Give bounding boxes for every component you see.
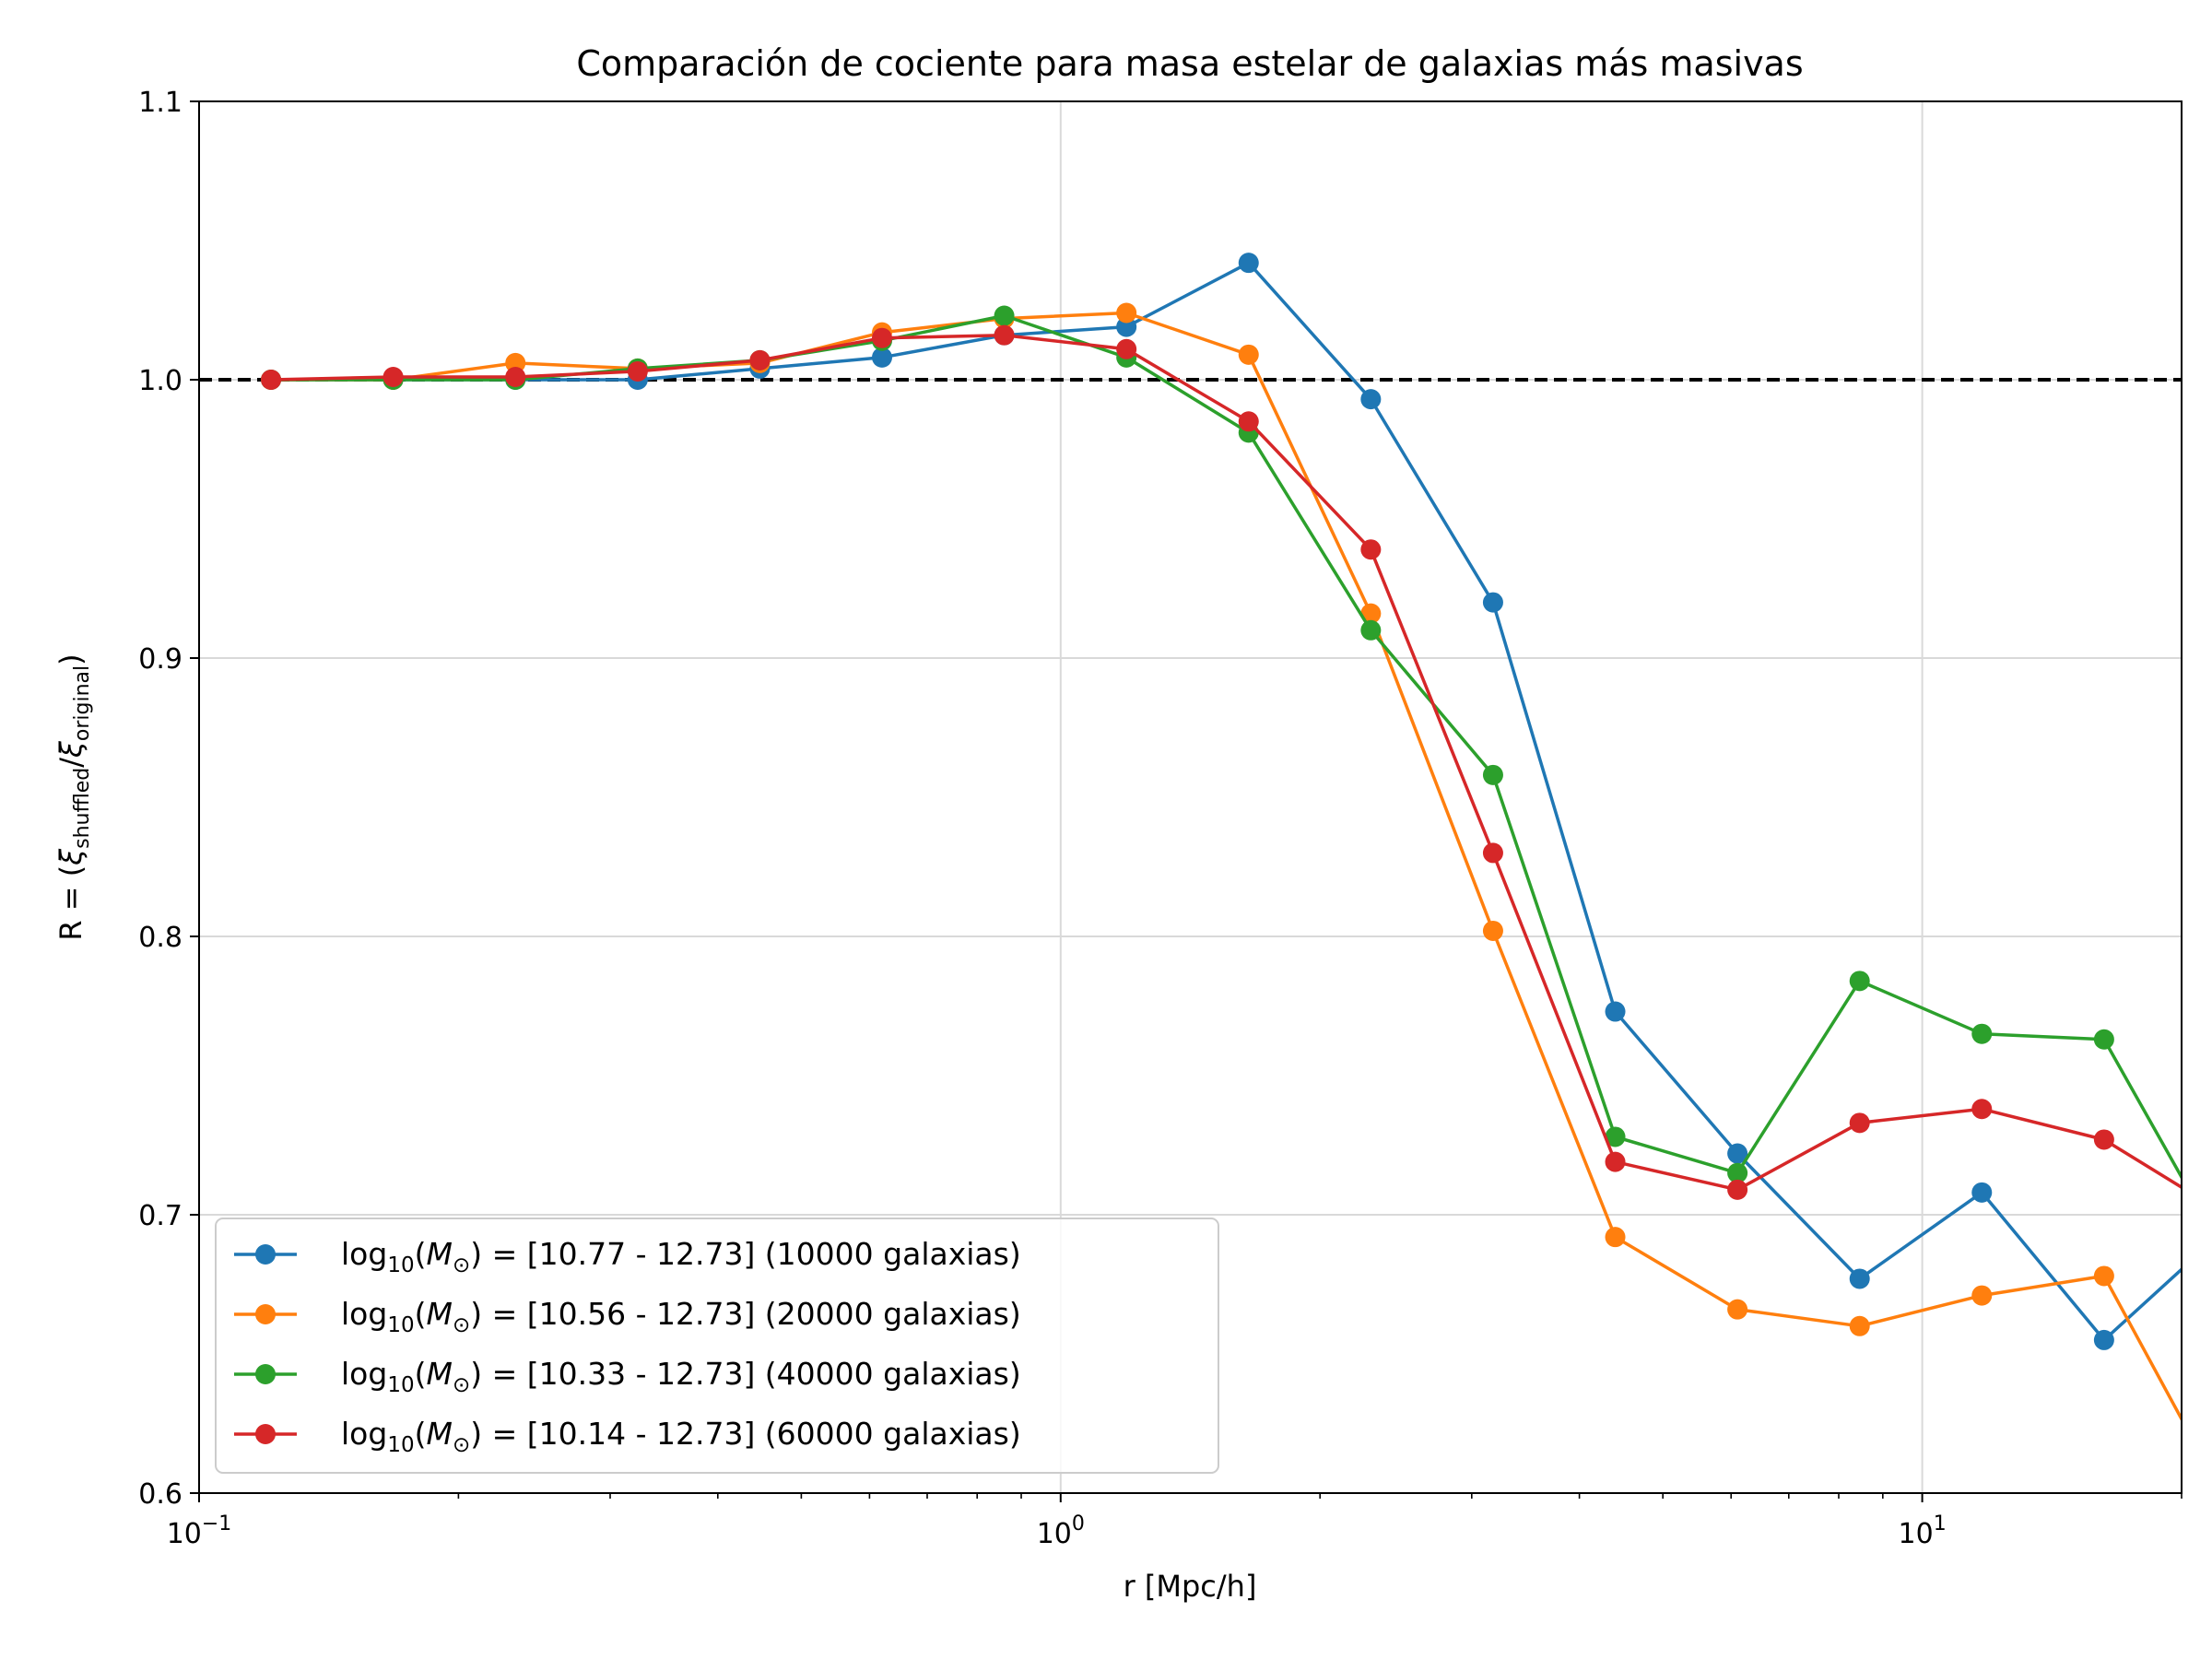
legend-swatch-marker (255, 1304, 276, 1324)
x-axis-label: r [Mpc/h] (1124, 1569, 1257, 1604)
data-point (1482, 920, 1503, 941)
data-point (382, 366, 404, 387)
data-point (1849, 971, 1870, 992)
chart-title: Comparación de cociente para masa estela… (576, 43, 1803, 84)
data-point (1360, 539, 1382, 560)
y-axis-label: R = (ξshuffled/ξoriginal) (53, 653, 94, 940)
legend-item: log10(M⊙) = [10.33 - 12.73] (40000 galax… (234, 1356, 1021, 1397)
legend-label: log10(M⊙) = [10.56 - 12.73] (20000 galax… (341, 1296, 1021, 1337)
y-label-slash: / (53, 758, 88, 768)
data-point (2093, 1129, 2114, 1150)
y-label-sub1: shuffled (71, 768, 94, 849)
data-point (261, 370, 282, 390)
x-tick-label: 100 (1037, 1512, 1085, 1550)
y-tick-label: 0.8 (138, 922, 182, 954)
data-point (1482, 842, 1503, 864)
y-label-sub2: original (71, 665, 94, 741)
data-point (871, 347, 892, 368)
data-point (627, 360, 648, 382)
x-tick-label: 10−1 (167, 1512, 232, 1550)
axes (198, 100, 2183, 1494)
y-tick-label: 0.6 (138, 1478, 182, 1511)
legend-item: log10(M⊙) = [10.14 - 12.73] (60000 galax… (234, 1416, 1021, 1457)
data-point (994, 305, 1015, 326)
y-tick-label: 1.0 (138, 365, 182, 397)
data-point (1971, 1285, 1993, 1306)
data-point (1849, 1112, 1870, 1134)
legend-label: log10(M⊙) = [10.77 - 12.73] (10000 galax… (341, 1236, 1021, 1277)
legend-label: log10(M⊙) = [10.14 - 12.73] (60000 galax… (341, 1416, 1021, 1457)
data-point (1116, 316, 1137, 337)
data-point (1605, 1227, 1626, 1248)
y-label-tail: ) (53, 653, 88, 665)
y-tick-label: 0.7 (138, 1200, 182, 1232)
data-point (1360, 619, 1382, 641)
data-point (1116, 302, 1137, 324)
data-point (1849, 1315, 1870, 1336)
data-point (505, 366, 526, 387)
data-point (1482, 592, 1503, 613)
data-point (1238, 253, 1259, 274)
data-point (1238, 411, 1259, 432)
legend-swatch-marker (255, 1364, 276, 1384)
data-point (1605, 1151, 1626, 1172)
legend: log10(M⊙) = [10.77 - 12.73] (10000 galax… (215, 1218, 1219, 1474)
data-point (1605, 1126, 1626, 1147)
y-label-xi1: ξ (53, 848, 88, 866)
data-point (1971, 1099, 1993, 1120)
data-point (1971, 1182, 1993, 1203)
legend-swatch-marker (255, 1244, 276, 1265)
series-group (261, 253, 2182, 1423)
legend-item: log10(M⊙) = [10.77 - 12.73] (10000 galax… (234, 1236, 1021, 1277)
ticks: 0.6 0.7 0.8 0.9 1.0 1.1 10−1 100 101 (138, 87, 2183, 1550)
plot-frame (198, 100, 2183, 1494)
y-tick-label: 0.9 (138, 643, 182, 676)
data-point (1727, 1143, 1748, 1164)
legend-label: log10(M⊙) = [10.33 - 12.73] (40000 galax… (341, 1356, 1021, 1397)
y-tick-label: 1.1 (138, 87, 182, 119)
data-point (2093, 1329, 2114, 1350)
legend-box (215, 1218, 1219, 1474)
x-tick-label: 101 (1899, 1512, 1947, 1550)
data-point (1482, 764, 1503, 785)
data-point (1727, 1299, 1748, 1320)
data-point (749, 349, 771, 371)
series-4 (261, 324, 2182, 1200)
legend-swatch-marker (255, 1424, 276, 1444)
data-point (1360, 603, 1382, 624)
data-point (1971, 1023, 1993, 1044)
data-point (871, 327, 892, 348)
y-label-lead: R = ( (53, 865, 88, 941)
y-label-xi2: ξ (53, 740, 88, 759)
data-point (1727, 1162, 1748, 1183)
legend-item: log10(M⊙) = [10.56 - 12.73] (20000 galax… (234, 1296, 1021, 1337)
data-point (994, 324, 1015, 346)
data-point (1605, 1001, 1626, 1022)
data-point (505, 352, 526, 373)
data-point (2093, 1265, 2114, 1287)
data-point (1238, 344, 1259, 365)
data-point (1727, 1179, 1748, 1200)
data-point (1360, 389, 1382, 410)
data-point (2093, 1029, 2114, 1050)
data-point (1849, 1268, 1870, 1289)
data-point (1116, 338, 1137, 359)
